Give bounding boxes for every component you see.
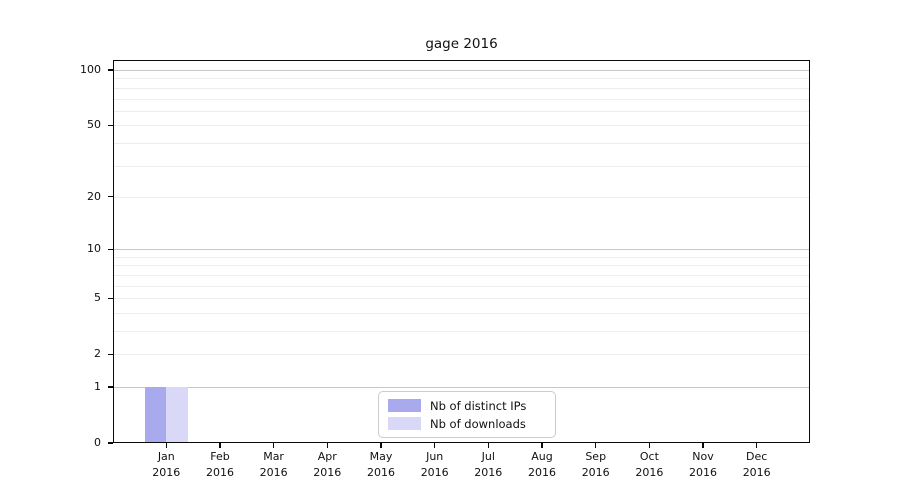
y-tick-label: 2: [94, 347, 101, 361]
y-tick-label: 100: [80, 63, 101, 76]
minor-gridline: [113, 285, 810, 287]
legend-item: Nb of downloads: [388, 415, 545, 432]
y-tick-mark: [108, 196, 113, 198]
major-gridline: [113, 387, 810, 388]
x-tick-mark: [219, 443, 221, 448]
minor-gridline: [113, 354, 810, 356]
y-tick-mark: [108, 386, 113, 388]
x-tick-year: 2016: [206, 466, 234, 479]
x-tick-year: 2016: [259, 466, 288, 479]
minor-gridline: [113, 265, 810, 267]
y-tick-label: 0: [94, 436, 101, 449]
x-tick-month: Jul: [481, 450, 495, 463]
y-tick-mark: [108, 248, 113, 250]
minor-gridline: [113, 196, 810, 198]
minor-gridline: [113, 125, 810, 127]
minor-gridline: [113, 165, 810, 167]
x-tick-mark: [595, 443, 597, 448]
x-tick-label: Oct 2016: [619, 449, 679, 481]
x-tick-label: Mar 2016: [244, 449, 304, 481]
x-tick-mark: [380, 443, 382, 448]
minor-gridline: [113, 274, 810, 276]
legend: Nb of distinct IPs Nb of downloads: [378, 391, 556, 438]
x-tick-label: Apr 2016: [297, 449, 357, 481]
x-tick-month: Mar: [263, 450, 284, 463]
y-tick-mark: [108, 442, 113, 444]
y-tick-label: 20: [87, 189, 101, 203]
y-tick-label: 10: [87, 242, 101, 256]
minor-gridline: [113, 256, 810, 258]
x-tick-month: May: [369, 450, 393, 463]
y-tick-mark: [108, 297, 113, 299]
minor-gridline: [113, 298, 810, 300]
plot-area: [113, 60, 810, 443]
x-tick-month: Feb: [210, 450, 230, 463]
x-tick-year: 2016: [367, 466, 395, 479]
legend-item-label: Nb of downloads: [430, 416, 526, 431]
x-tick-label: Jun 2016: [405, 449, 465, 481]
x-tick-month: Oct: [639, 450, 659, 463]
x-tick-label: Feb 2016: [190, 449, 250, 481]
x-tick-month: Aug: [531, 450, 553, 463]
x-tick-label: May 2016: [351, 449, 411, 481]
x-tick-mark: [487, 443, 489, 448]
minor-gridline: [113, 142, 810, 144]
minor-gridline: [113, 312, 810, 314]
x-tick-year: 2016: [528, 466, 556, 479]
x-tick-mark: [648, 443, 650, 448]
minor-gridline: [113, 110, 810, 112]
x-tick-year: 2016: [689, 466, 717, 479]
x-tick-year: 2016: [742, 466, 771, 479]
x-tick-mark: [756, 443, 758, 448]
y-tick-mark: [108, 124, 113, 126]
x-tick-label: Dec 2016: [727, 449, 787, 481]
minor-gridline: [113, 78, 810, 80]
x-tick-label: Jan 2016: [136, 449, 196, 481]
bar-downloads: [166, 387, 188, 443]
legend-swatch: [388, 399, 421, 412]
x-tick-mark: [434, 443, 436, 448]
y-tick-label: 50: [87, 118, 101, 132]
x-tick-label: Jul 2016: [458, 449, 518, 481]
x-tick-month: Nov: [692, 450, 714, 463]
x-tick-year: 2016: [313, 466, 342, 479]
x-tick-label: Aug 2016: [512, 449, 572, 481]
y-tick-mark: [108, 69, 113, 71]
major-gridline: [113, 249, 810, 251]
x-tick-label: Nov 2016: [673, 449, 733, 481]
x-tick-month: Apr: [317, 450, 337, 463]
x-tick-year: 2016: [474, 466, 503, 479]
x-tick-mark: [165, 443, 167, 448]
x-tick-mark: [702, 443, 704, 448]
x-tick-mark: [541, 443, 543, 448]
y-tick-label: 1: [94, 380, 101, 393]
legend-swatch: [388, 417, 421, 430]
x-tick-mark: [273, 443, 275, 448]
x-tick-month: Jun: [426, 450, 444, 463]
minor-gridline: [113, 331, 810, 332]
major-gridline: [113, 70, 810, 71]
x-tick-label: Sep 2016: [566, 449, 626, 481]
bar-distinct-ips: [144, 387, 167, 443]
minor-gridline: [113, 87, 810, 89]
x-tick-year: 2016: [152, 466, 181, 479]
chart-title: gage 2016: [425, 36, 498, 52]
y-tick-label: 5: [94, 291, 101, 305]
x-tick-year: 2016: [420, 466, 449, 479]
x-tick-mark: [326, 443, 328, 448]
x-tick-month: Jan: [157, 450, 175, 463]
x-tick-month: Sep: [585, 450, 607, 463]
x-tick-month: Dec: [746, 450, 768, 463]
legend-item: Nb of distinct IPs: [388, 397, 545, 414]
y-tick-mark: [108, 353, 113, 355]
legend-item-label: Nb of distinct IPs: [430, 398, 527, 413]
x-tick-year: 2016: [635, 466, 664, 479]
x-tick-year: 2016: [581, 466, 610, 479]
minor-gridline: [113, 98, 810, 100]
